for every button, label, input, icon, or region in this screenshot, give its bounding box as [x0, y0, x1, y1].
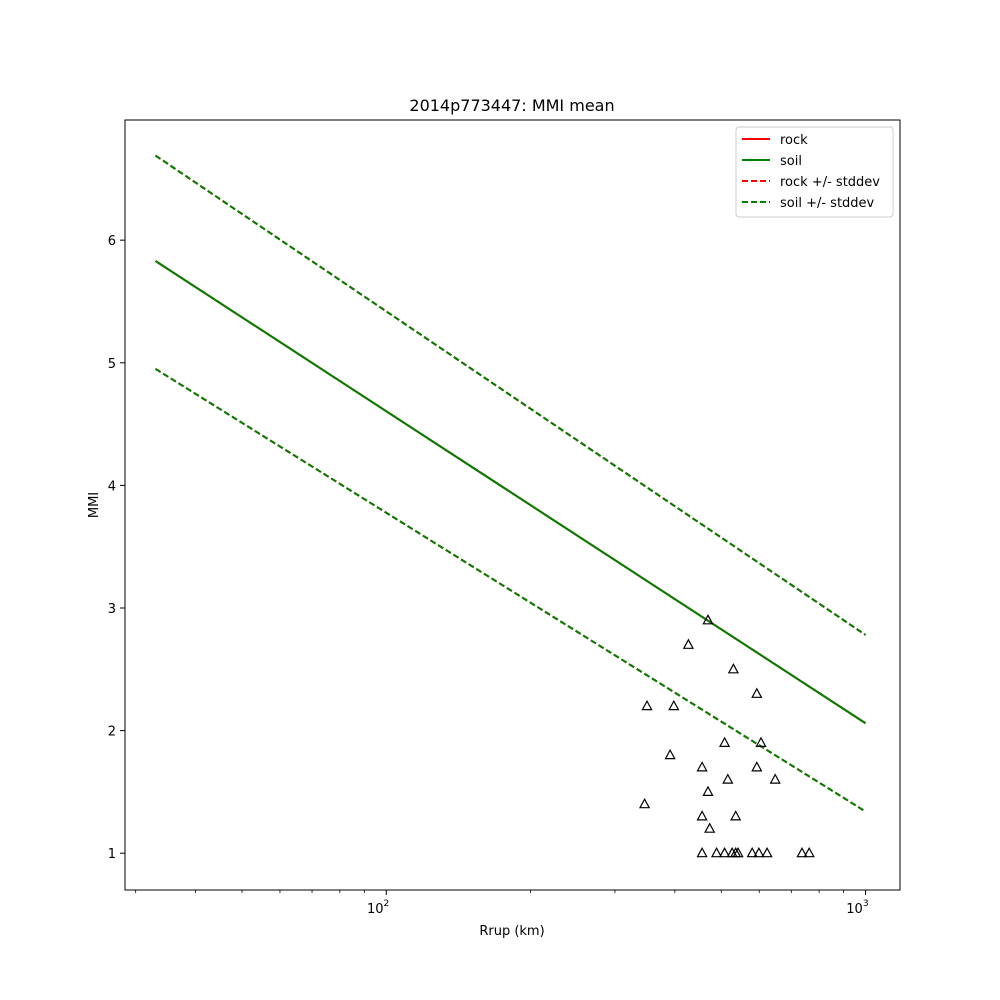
y-axis-label: MMI	[87, 492, 102, 518]
observation-point	[755, 736, 767, 748]
observation-point	[710, 846, 723, 858]
legend-label-rock: rock	[780, 133, 808, 148]
observation-point	[641, 699, 653, 711]
observation-point	[696, 761, 708, 772]
observation-point	[796, 846, 808, 858]
observation-point	[751, 687, 763, 698]
legend-label-soil-stddev: soil +/- stddev	[780, 196, 875, 211]
x-axis-label: Rrup (km)	[479, 924, 544, 939]
series-line-soil	[154, 260, 867, 725]
series-line-soil-stddev-lower	[154, 368, 867, 813]
observation-point	[803, 846, 815, 858]
x-tick-exponent: 2	[384, 899, 390, 909]
legend-label-soil: soil	[780, 154, 802, 169]
legend-label-rock-stddev: rock +/- stddev	[780, 175, 880, 190]
observation-point	[704, 822, 716, 833]
observation-point	[727, 663, 740, 674]
observation-point	[696, 846, 708, 858]
axes-frame	[124, 119, 901, 891]
y-tick-label: 1	[108, 847, 116, 862]
observation-point	[746, 846, 758, 858]
legend: rock soil rock +/- stddev soil +/- stddev	[735, 126, 894, 218]
observation-point	[682, 638, 695, 649]
observation-point	[722, 773, 734, 784]
y-tick-label: 4	[108, 479, 116, 494]
observation-point	[702, 614, 714, 625]
observation-point	[718, 736, 731, 748]
observation-point	[696, 810, 708, 821]
y-tick-label: 6	[108, 234, 116, 249]
legend-box	[735, 126, 894, 218]
x-axis: 102 103	[135, 890, 869, 917]
observation-point	[702, 785, 714, 797]
observation-point	[668, 699, 680, 711]
observation-point	[664, 748, 676, 760]
y-tick-label: 2	[108, 725, 116, 740]
observation-point	[732, 846, 744, 858]
y-axis: 1 2 3 4 5 6	[108, 234, 125, 862]
plot-area	[154, 154, 867, 858]
x-tick-exponent: 3	[863, 899, 869, 909]
observation-point	[730, 810, 742, 821]
x-tick-label: 102	[367, 899, 389, 917]
x-tick-label: 103	[846, 899, 868, 917]
chart-title: 2014p773447: MMI mean	[409, 96, 614, 115]
observation-point	[761, 846, 773, 858]
observation-point	[718, 846, 731, 858]
series-line-soil-stddev-upper	[154, 154, 867, 636]
observation-point	[753, 846, 765, 858]
y-tick-label: 3	[108, 602, 116, 617]
y-tick-label: 5	[108, 357, 116, 372]
observation-point	[751, 761, 763, 772]
observation-point	[769, 773, 781, 784]
observation-point	[638, 797, 651, 809]
